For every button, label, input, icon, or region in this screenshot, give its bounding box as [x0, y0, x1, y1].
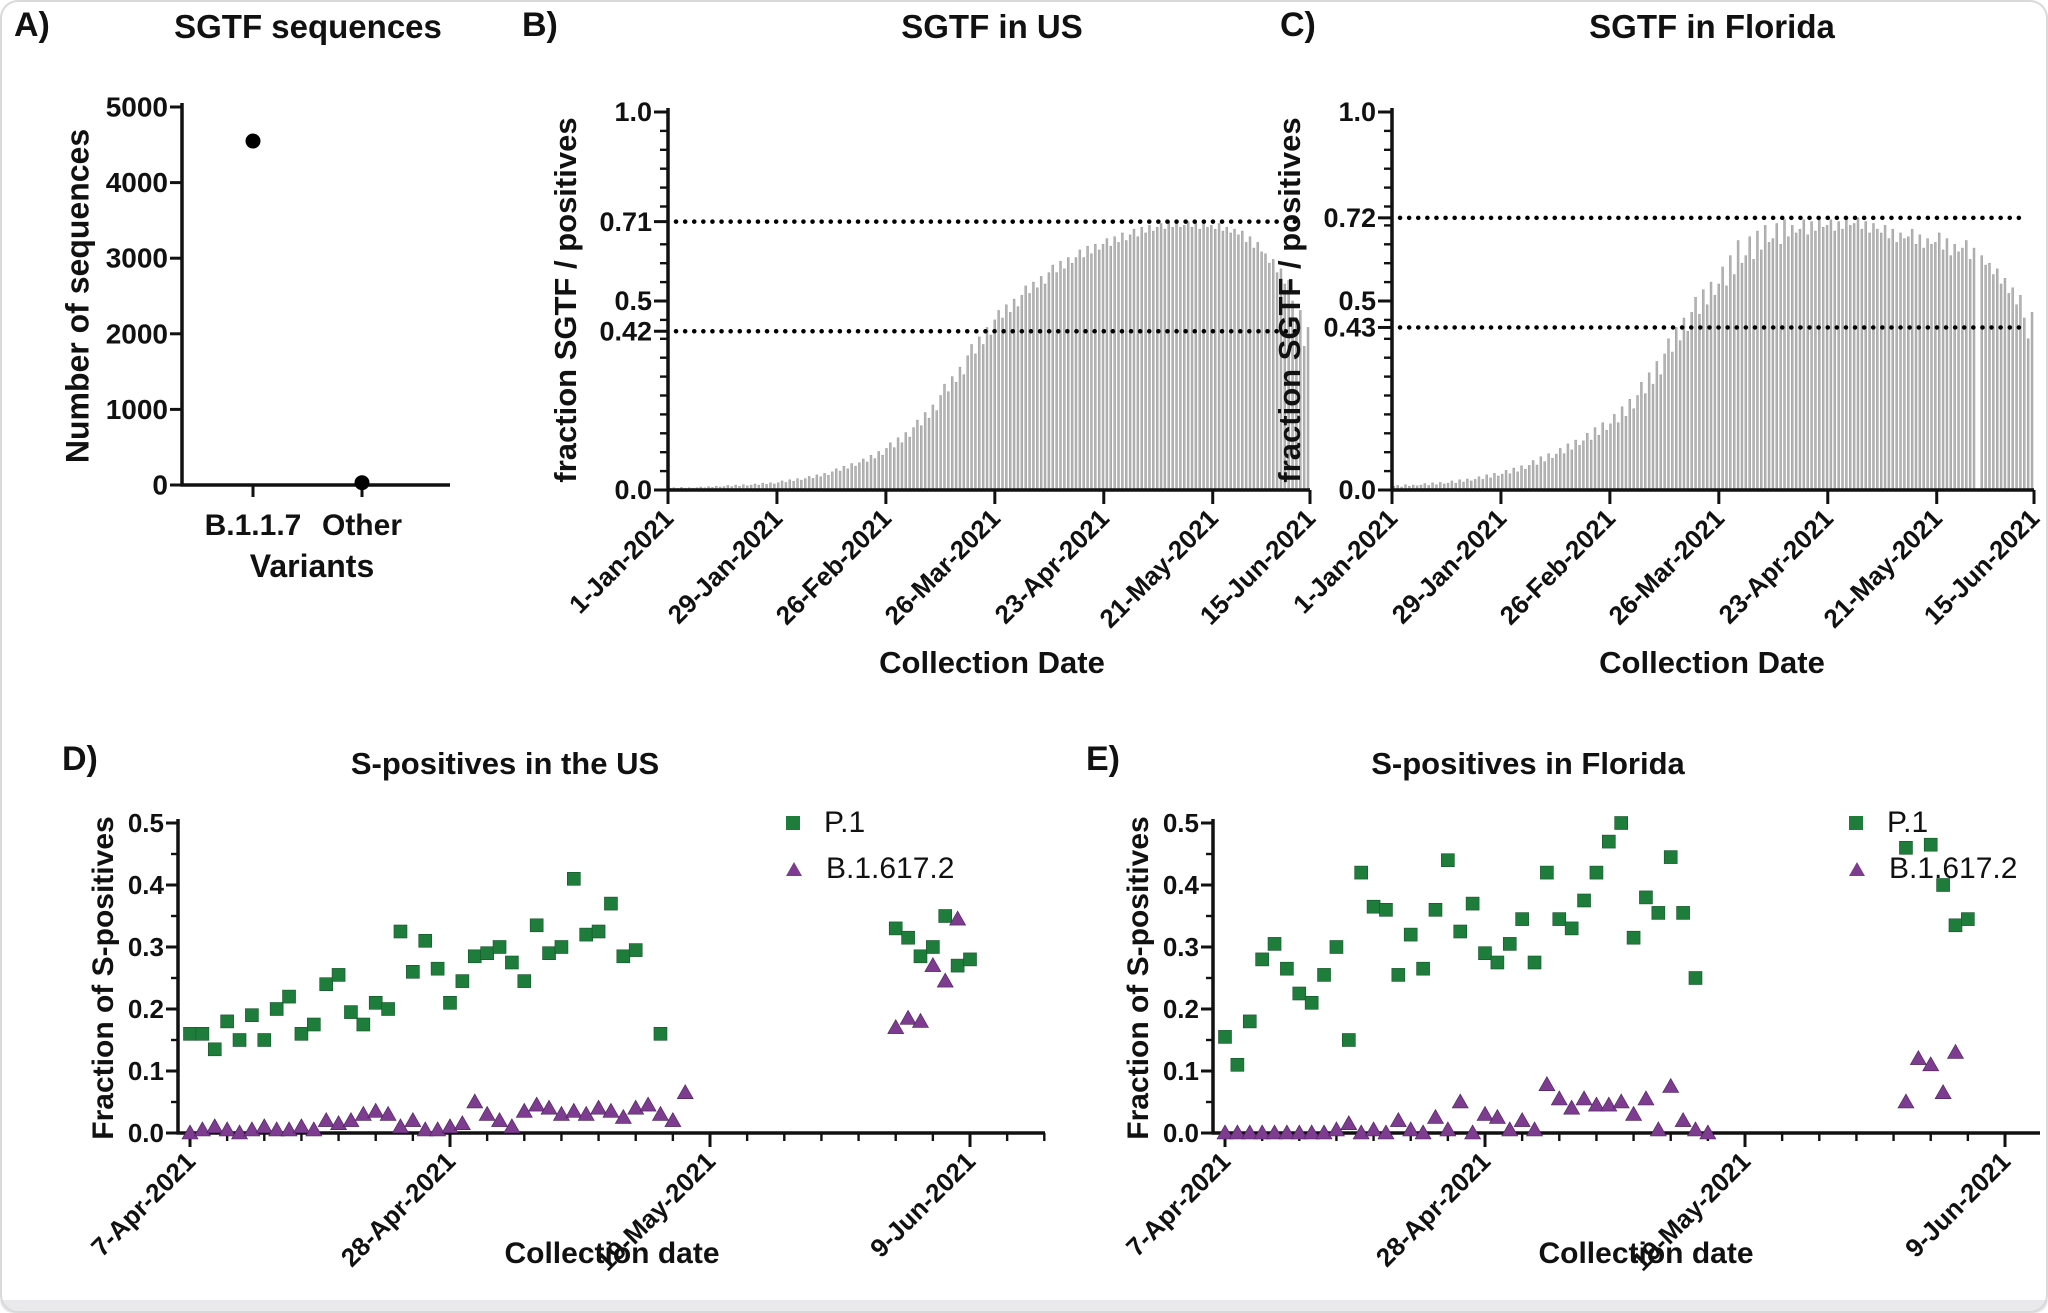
b16172-swatch-icon — [786, 862, 802, 876]
svg-text:26-Mar-2021: 26-Mar-2021 — [1603, 503, 1731, 631]
legend-item-p1: P.1 — [786, 806, 954, 840]
svg-text:28-Apr-2021: 28-Apr-2021 — [335, 1146, 461, 1272]
legend-item-b16172: B.1.617.2 — [1849, 852, 2017, 886]
panel-e-ylabel: Fraction of S-positives — [1122, 816, 1155, 1140]
p1-swatch-icon — [786, 816, 800, 830]
svg-text:0.1: 0.1 — [1163, 1056, 1199, 1086]
svg-text:1000: 1000 — [106, 394, 168, 425]
svg-text:29-Jan-2021: 29-Jan-2021 — [1386, 503, 1512, 629]
panel-c-letter: C) — [1280, 6, 1316, 44]
legend-item-b16172: B.1.617.2 — [786, 852, 954, 886]
svg-text:26-Feb-2021: 26-Feb-2021 — [1494, 503, 1622, 631]
panel-d-letter: D) — [62, 740, 98, 778]
series-B-1-617-2 — [181, 910, 967, 1140]
legend-item-p1: P.1 — [1849, 806, 2017, 840]
svg-text:0.5: 0.5 — [1163, 808, 1199, 838]
svg-text:0.2: 0.2 — [1163, 994, 1199, 1024]
svg-text:0.0: 0.0 — [614, 475, 652, 505]
panel-e-letter: E) — [1086, 740, 1120, 778]
svg-text:26-Feb-2021: 26-Feb-2021 — [770, 503, 898, 631]
legend-panel-d: P.1 B.1.617.2 — [786, 806, 954, 886]
svg-text:5000: 5000 — [106, 92, 168, 123]
svg-text:0: 0 — [152, 470, 168, 501]
svg-text:0.5: 0.5 — [1338, 286, 1376, 316]
svg-text:1.0: 1.0 — [614, 97, 652, 127]
svg-text:1-Jan-2021: 1-Jan-2021 — [563, 503, 679, 619]
svg-text:0.3: 0.3 — [128, 932, 164, 962]
panel-d-ylabel: Fraction of S-positives — [87, 816, 120, 1140]
series-P-1 — [183, 871, 977, 1057]
series-B-1-617-2 — [1216, 1043, 1964, 1140]
panel-d-xlabel: Collection date — [504, 1237, 720, 1270]
svg-text:29-Jan-2021: 29-Jan-2021 — [662, 503, 788, 629]
svg-text:0.5: 0.5 — [614, 286, 652, 316]
svg-text:0.1: 0.1 — [128, 1056, 164, 1086]
legend-label-p1: P.1 — [1887, 806, 1929, 839]
panel-a-ylabel: Number of sequences — [59, 128, 96, 464]
svg-text:0.0: 0.0 — [128, 1118, 164, 1148]
svg-text:1.0: 1.0 — [1338, 97, 1376, 127]
panel-a-title: SGTF sequences — [174, 8, 442, 45]
panel-a-letter: A) — [14, 6, 50, 44]
legend-label-p1: P.1 — [824, 806, 866, 839]
b16172-swatch-icon — [1849, 862, 1865, 876]
svg-text:26-Mar-2021: 26-Mar-2021 — [879, 503, 1007, 631]
svg-text:4000: 4000 — [106, 167, 168, 198]
svg-text:3000: 3000 — [106, 243, 168, 274]
threshold-dotted-lines — [1397, 215, 2023, 330]
svg-text:B.1.1.7: B.1.1.7 — [205, 509, 302, 542]
legend-panel-e: P.1 B.1.617.2 — [1849, 806, 2017, 886]
panel-c-xlabel: Collection Date — [1599, 645, 1825, 680]
panel-b-xlabel: Collection Date — [879, 645, 1105, 680]
panel-b-letter: B) — [522, 6, 558, 44]
panel-B-plot: 0.00.420.50.711.01-Jan-202129-Jan-202126… — [563, 97, 1321, 633]
svg-text:0.71: 0.71 — [599, 207, 652, 237]
p1-swatch-icon — [1849, 816, 1863, 830]
panel-b-title: SGTF in US — [901, 8, 1083, 45]
svg-text:0.43: 0.43 — [1323, 313, 1376, 343]
svg-text:9-Jun-2021: 9-Jun-2021 — [1899, 1146, 2016, 1263]
panel-A-plot: 0 1000 2000 3000 4000 5000 B.1.1.7 Other — [106, 92, 450, 542]
svg-text:0.0: 0.0 — [1163, 1118, 1199, 1148]
series-P-1 — [1218, 816, 1975, 1072]
panel-c-title: SGTF in Florida — [1589, 8, 1835, 45]
bottom-strip — [0, 1300, 2048, 1313]
svg-text:0.3: 0.3 — [1163, 932, 1199, 962]
svg-text:7-Apr-2021: 7-Apr-2021 — [85, 1146, 201, 1262]
panel-C-plot: 0.00.430.50.721.01-Jan-202129-Jan-202126… — [1287, 97, 2045, 633]
svg-text:0.5: 0.5 — [128, 808, 164, 838]
svg-text:0.72: 0.72 — [1323, 203, 1376, 233]
svg-text:0.4: 0.4 — [1163, 870, 1200, 900]
svg-text:Other: Other — [322, 509, 402, 542]
panel-e-xlabel: Collection date — [1538, 1237, 1754, 1270]
panel-a-xlabel: Variants — [249, 548, 375, 584]
panel-e-title: S-positives in Florida — [1371, 746, 1685, 781]
panel-b-ylabel: fraction SGTF / positives — [548, 117, 583, 483]
svg-text:0.4: 0.4 — [128, 870, 165, 900]
svg-text:0.42: 0.42 — [599, 316, 652, 346]
panel-c-ylabel: fraction SGTF / positives — [1272, 117, 1307, 483]
svg-text:0.0: 0.0 — [1338, 475, 1376, 505]
legend-label-b16172: B.1.617.2 — [826, 852, 955, 885]
svg-text:7-Apr-2021: 7-Apr-2021 — [1120, 1146, 1236, 1262]
bars-group — [668, 221, 1310, 491]
bars-group — [1392, 217, 2034, 491]
svg-text:28-Apr-2021: 28-Apr-2021 — [1370, 1146, 1496, 1272]
panel-d-title: S-positives in the US — [350, 746, 660, 781]
svg-text:0.2: 0.2 — [128, 994, 164, 1024]
svg-text:9-Jun-2021: 9-Jun-2021 — [864, 1146, 981, 1263]
threshold-dotted-lines — [673, 219, 1299, 334]
legend-label-b16172: B.1.617.2 — [1889, 852, 2018, 885]
svg-text:2000: 2000 — [106, 318, 168, 349]
